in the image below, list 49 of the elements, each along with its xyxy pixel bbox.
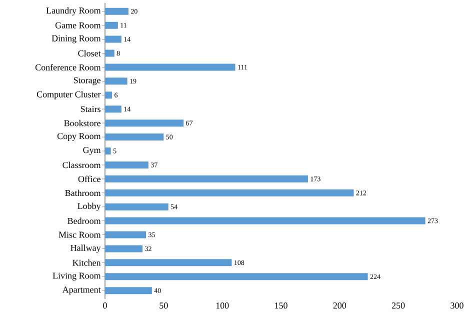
y-tick-label: Bedroom [68, 218, 101, 224]
bar [105, 8, 128, 15]
x-tick-label: 150 [275, 302, 288, 309]
bar [105, 92, 112, 99]
y-tick-label: Gym [83, 147, 101, 155]
bar [105, 287, 152, 294]
bar [105, 147, 111, 154]
x-tick-label: 250 [392, 302, 405, 309]
y-tick-label: Classroom [62, 162, 101, 168]
y-tick-label: Misc Room [58, 232, 101, 238]
bar [105, 106, 122, 113]
bar [105, 161, 148, 168]
bar [105, 50, 114, 57]
y-tick-label: Dining Room [52, 35, 101, 44]
y-tick-label: Game Room [55, 22, 101, 28]
y-tick-label: Bookstore [64, 120, 100, 126]
y-tick-label: Laundry Room [46, 7, 101, 16]
bar [105, 203, 168, 210]
y-tick-label: Apartment [62, 286, 101, 295]
y-tick-label: Closet [78, 50, 101, 56]
y-tick-label: Copy Room [57, 133, 101, 141]
bar [105, 78, 128, 85]
y-tick-label: Kitchen [72, 260, 101, 266]
y-tick-label: Conference Room [35, 64, 101, 70]
bar [105, 120, 184, 127]
y-tick-label: Living Room [52, 272, 101, 281]
y-tick-label: Storage [74, 77, 100, 86]
x-tick-label: 100 [216, 302, 229, 309]
bar [105, 245, 143, 252]
y-tick-label: Computer Cluster [36, 91, 101, 100]
y-tick-label: Bathroom [65, 190, 101, 196]
y-tick-label: Office [78, 176, 100, 182]
bar [105, 175, 308, 182]
x-tick-label: 200 [333, 302, 346, 309]
bar [105, 231, 146, 238]
bar [105, 64, 236, 71]
x-tick-label: 0 [103, 302, 107, 309]
bar [105, 259, 232, 266]
bar [105, 217, 426, 224]
bar [105, 273, 368, 280]
bar [105, 134, 164, 141]
x-tick-label: 300 [450, 302, 464, 309]
y-tick-label: Lobby [78, 202, 101, 211]
x-tick-label: 50 [160, 302, 168, 309]
y-tick-label: Hallway [70, 244, 101, 253]
y-tick-label: Stairs [80, 106, 100, 112]
bar [105, 22, 118, 29]
bar [105, 36, 122, 43]
bar [105, 189, 354, 196]
